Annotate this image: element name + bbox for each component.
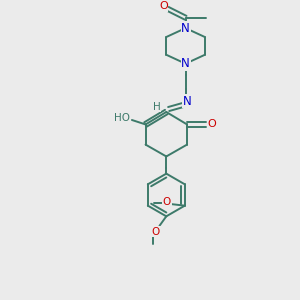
Text: N: N (183, 95, 191, 108)
Text: N: N (181, 22, 190, 34)
Text: O: O (152, 227, 160, 237)
Text: N: N (181, 57, 190, 70)
Text: O: O (159, 2, 168, 11)
Text: H: H (153, 102, 161, 112)
Text: O: O (163, 197, 171, 207)
Text: O: O (207, 119, 216, 129)
Text: HO: HO (114, 112, 130, 123)
